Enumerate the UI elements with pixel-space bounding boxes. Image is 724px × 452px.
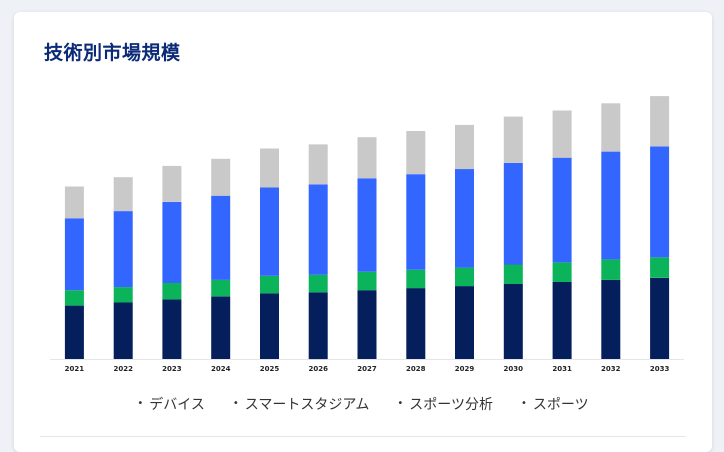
x-tick-label: 2033 [650, 365, 670, 373]
bar-segment-green-2030[interactable] [503, 264, 523, 285]
legend-item-sports-analytics[interactable]: • スポーツ分析 [397, 394, 493, 414]
bar-segment-green-2023[interactable] [162, 283, 182, 300]
legend-bullet-icon: • [232, 398, 239, 409]
bar-segment-blue-2026[interactable] [308, 184, 328, 275]
bar-segment-gray-2024[interactable] [211, 158, 231, 196]
legend: • デバイス • スマートスタジアム • スポーツ分析 • スポーツ [14, 394, 712, 414]
legend-label: デバイス [149, 397, 205, 413]
x-tick-label: 2021 [65, 365, 85, 373]
bar-segment-navy-2028[interactable] [406, 288, 426, 359]
bar-segment-green-2022[interactable] [113, 287, 133, 303]
x-tick-label: 2030 [504, 365, 524, 373]
legend-item-smart-stadium[interactable]: • スマートスタジアム [233, 394, 370, 414]
bar-segment-blue-2022[interactable] [113, 211, 133, 288]
bar-segment-navy-2031[interactable] [552, 282, 572, 359]
bar-segment-gray-2026[interactable] [308, 144, 328, 185]
bar-segment-blue-2023[interactable] [162, 201, 182, 283]
x-tick-label: 2024 [211, 365, 231, 373]
x-tick-label: 2032 [601, 365, 621, 373]
bar-segment-navy-2027[interactable] [357, 290, 377, 359]
bar-segment-gray-2029[interactable] [455, 124, 474, 170]
bar-segment-green-2028[interactable] [406, 269, 426, 289]
bar-segment-blue-2029[interactable] [455, 169, 474, 268]
bar-segment-green-2032[interactable] [601, 259, 621, 280]
x-tick-label: 2027 [357, 365, 377, 373]
legend-bullet-icon: • [137, 398, 144, 409]
bar-segment-navy-2030[interactable] [503, 284, 523, 359]
bar-segment-gray-2027[interactable] [357, 137, 377, 179]
bar-segment-blue-2027[interactable] [357, 178, 377, 272]
bar-segment-blue-2021[interactable] [64, 218, 84, 291]
bar-segment-blue-2028[interactable] [406, 174, 426, 270]
bar-segment-gray-2032[interactable] [601, 103, 621, 152]
legend-item-sports[interactable]: • スポーツ [521, 394, 589, 414]
legend-label: スマートスタジアム [244, 397, 370, 413]
bar-segment-navy-2033[interactable] [650, 277, 670, 359]
bar-segment-green-2027[interactable] [357, 271, 377, 291]
bar-segment-navy-2029[interactable] [455, 286, 474, 359]
bar-segment-blue-2025[interactable] [260, 187, 279, 276]
bar-segment-navy-2023[interactable] [162, 299, 182, 359]
bar-segment-green-2021[interactable] [64, 290, 84, 306]
bar-segment-gray-2022[interactable] [113, 177, 133, 212]
bar-segment-gray-2021[interactable] [64, 186, 84, 219]
legend-label: スポーツ分析 [409, 397, 493, 413]
bar-segment-gray-2033[interactable] [650, 96, 670, 147]
bar-segment-navy-2026[interactable] [308, 292, 328, 360]
x-tick-label: 2028 [406, 365, 426, 373]
bar-segment-blue-2030[interactable] [503, 162, 523, 265]
x-tick-label: 2022 [113, 365, 133, 373]
bar-segment-gray-2031[interactable] [552, 110, 572, 158]
bar-segment-navy-2025[interactable] [260, 293, 279, 359]
x-tick-label: 2023 [162, 365, 182, 373]
bar-segment-blue-2024[interactable] [211, 195, 231, 280]
bar-segment-gray-2023[interactable] [162, 165, 182, 202]
bar-segment-green-2031[interactable] [552, 262, 572, 283]
x-tick-label: 2025 [260, 365, 280, 373]
stacked-bar-chart: 2021 2022 2023 2024 2025 2026 2027 2028 2029 2030… [50, 96, 684, 373]
bar-segment-navy-2024[interactable] [211, 296, 231, 359]
x-tick-label: 2031 [552, 365, 572, 373]
x-tick-label: 2026 [308, 365, 328, 373]
bar-segment-blue-2032[interactable] [601, 151, 621, 260]
bar-segment-green-2033[interactable] [650, 257, 670, 278]
legend-label: スポーツ [532, 397, 589, 413]
bar-segment-green-2024[interactable] [211, 279, 231, 297]
bar-segment-blue-2031[interactable] [552, 157, 572, 263]
bar-segment-green-2025[interactable] [260, 275, 279, 294]
bar-segment-gray-2025[interactable] [260, 148, 279, 188]
divider [40, 436, 686, 437]
legend-bullet-icon: • [521, 398, 527, 409]
bar-segment-navy-2022[interactable] [113, 302, 133, 360]
legend-item-device[interactable]: • デバイス [137, 394, 205, 414]
legend-bullet-icon: • [397, 398, 404, 409]
bar-segment-gray-2028[interactable] [406, 131, 426, 175]
x-tick-label: 2029 [455, 365, 475, 373]
bar-segment-navy-2032[interactable] [601, 279, 621, 359]
bar-segment-gray-2030[interactable] [503, 116, 523, 163]
chart-card: 技術別市場規模 2021 2022 2023 2024 2025 2026 2027 2028… [14, 12, 712, 452]
bar-segment-green-2026[interactable] [308, 274, 328, 293]
bar-segment-navy-2021[interactable] [64, 305, 84, 359]
chart-title: 技術別市場規模 [44, 42, 181, 64]
bar-segment-blue-2033[interactable] [650, 146, 670, 258]
bar-segment-green-2029[interactable] [455, 267, 474, 287]
